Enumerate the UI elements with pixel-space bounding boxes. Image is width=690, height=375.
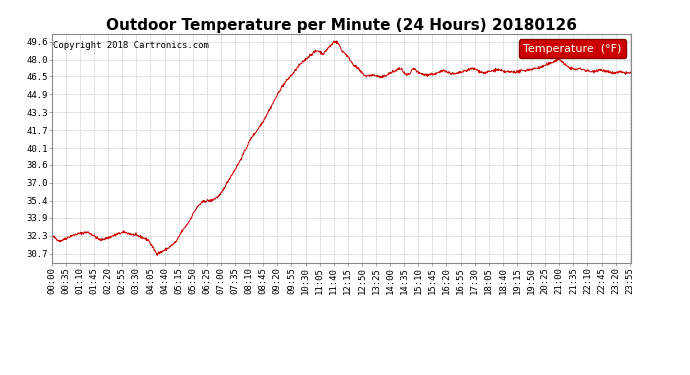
Title: Outdoor Temperature per Minute (24 Hours) 20180126: Outdoor Temperature per Minute (24 Hours… [106, 18, 577, 33]
Legend: Temperature  (°F): Temperature (°F) [518, 39, 626, 58]
Text: Copyright 2018 Cartronics.com: Copyright 2018 Cartronics.com [53, 40, 209, 50]
